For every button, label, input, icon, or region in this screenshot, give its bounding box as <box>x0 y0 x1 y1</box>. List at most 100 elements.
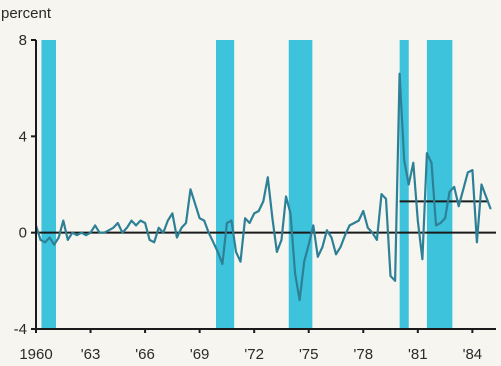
data-point <box>248 222 251 224</box>
data-point <box>485 195 487 198</box>
data-point <box>471 169 474 171</box>
data-point <box>144 222 146 224</box>
y-tick-label: 4 <box>19 128 27 145</box>
data-point <box>298 299 301 301</box>
data-point <box>244 217 246 220</box>
axes <box>31 39 496 333</box>
data-point <box>357 219 360 222</box>
data-point <box>312 224 315 227</box>
recession-shading <box>41 40 453 329</box>
data-point <box>48 236 51 239</box>
y-tick-label: 8 <box>19 32 27 49</box>
data-point <box>439 222 442 224</box>
data-point <box>303 260 306 263</box>
data-point <box>353 222 356 224</box>
data-point <box>257 210 260 212</box>
data-point <box>226 222 228 224</box>
data-point <box>403 159 406 162</box>
data-point <box>480 183 483 186</box>
data-point <box>362 210 365 212</box>
data-point <box>135 224 137 227</box>
data-point <box>66 238 69 241</box>
recession-band-4 <box>399 40 409 329</box>
data-point <box>203 219 206 222</box>
data-point <box>398 72 401 75</box>
x-tick-label: '78 <box>353 346 373 363</box>
data-point <box>121 231 124 234</box>
recession-band-1 <box>41 40 56 329</box>
x-tick-label: '84 <box>463 346 483 363</box>
data-point <box>280 238 283 241</box>
data-point <box>94 224 96 227</box>
data-point <box>62 219 65 222</box>
data-point <box>294 272 296 275</box>
data-point <box>235 251 237 253</box>
data-point <box>285 195 287 198</box>
data-point <box>466 171 469 174</box>
data-point <box>57 236 60 239</box>
data-point <box>407 183 410 186</box>
x-tick-label: '81 <box>408 346 428 363</box>
data-point <box>380 193 383 196</box>
data-point <box>89 231 92 234</box>
data-point <box>335 253 337 256</box>
data-point <box>266 176 269 179</box>
data-point <box>76 234 78 236</box>
series-line-1 <box>34 72 492 302</box>
data-point <box>157 226 160 229</box>
data-point <box>198 217 201 220</box>
data-point <box>107 229 110 232</box>
y-tick-labels: -4 0 4 8 <box>14 32 27 338</box>
data-point <box>85 234 87 236</box>
data-point <box>253 212 256 215</box>
series-layer <box>34 72 492 302</box>
x-tick-label: '75 <box>299 346 319 363</box>
data-point <box>430 161 433 164</box>
recession-band-2 <box>216 40 235 329</box>
data-point <box>435 224 437 227</box>
data-point <box>462 188 465 191</box>
data-point <box>326 229 328 232</box>
data-point <box>385 198 387 200</box>
data-point <box>185 222 187 224</box>
data-point <box>307 243 310 246</box>
data-point <box>180 226 183 229</box>
data-point <box>166 219 169 222</box>
data-point <box>80 231 83 234</box>
data-point <box>216 251 219 253</box>
data-point <box>153 241 156 244</box>
data-point <box>421 258 424 261</box>
data-point <box>426 152 428 155</box>
data-point <box>371 231 374 234</box>
data-point <box>239 260 242 263</box>
y-tick-label: -4 <box>14 321 27 338</box>
data-point <box>366 226 369 229</box>
data-point <box>339 246 342 249</box>
x-tick-labels: 1960 '63 '66 '69 '72 '75 '78 '81 '84 <box>19 346 482 363</box>
data-point <box>444 217 446 220</box>
data-point <box>489 207 492 210</box>
data-point <box>394 279 396 282</box>
data-point <box>344 234 346 236</box>
data-point <box>289 212 292 215</box>
data-point <box>221 263 224 265</box>
data-point <box>44 241 46 244</box>
data-point <box>376 238 378 241</box>
data-point <box>126 226 128 229</box>
data-point <box>162 231 165 234</box>
x-tick-label: '69 <box>190 346 210 363</box>
data-point <box>271 217 274 220</box>
data-point <box>321 246 324 249</box>
data-point <box>130 219 133 222</box>
data-point <box>148 238 151 241</box>
data-point <box>171 212 174 215</box>
y-tick-label: 0 <box>19 225 27 242</box>
data-point <box>262 200 265 203</box>
x-tick-label: '63 <box>81 346 101 363</box>
data-point <box>189 188 192 191</box>
y-unit-label: percent <box>1 5 52 22</box>
data-point <box>194 202 196 205</box>
data-point <box>389 275 392 277</box>
data-point <box>276 251 278 253</box>
